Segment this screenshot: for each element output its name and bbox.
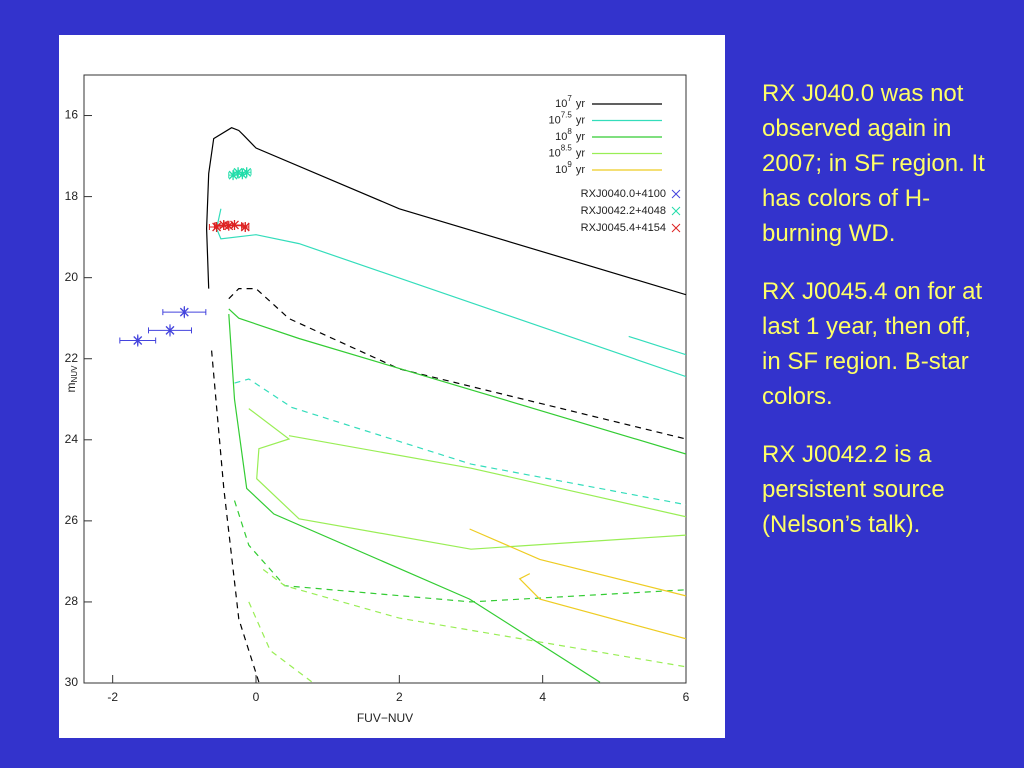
legend-marker bbox=[671, 206, 681, 216]
source-point bbox=[179, 307, 189, 318]
source-point bbox=[133, 335, 143, 346]
legend-base: 10 bbox=[548, 147, 560, 159]
legend-label: 108 yr bbox=[555, 127, 585, 143]
y-axis-label-main: m bbox=[64, 382, 78, 392]
legend-label: RXJ0040.0+4100 bbox=[581, 188, 666, 200]
plot-frame bbox=[83, 74, 687, 684]
x-tick-label: 2 bbox=[396, 690, 403, 704]
legend-exponent: 8.5 bbox=[561, 144, 573, 153]
legend-base: 10 bbox=[555, 131, 567, 143]
y-tick-label: 20 bbox=[65, 270, 79, 284]
isochrone bbox=[518, 573, 686, 640]
y-tick-label: 26 bbox=[65, 513, 79, 527]
y-tick-label: 30 bbox=[65, 675, 79, 689]
chart-panel bbox=[59, 35, 725, 738]
isochrone bbox=[288, 435, 686, 518]
x-tick-label: 0 bbox=[253, 690, 260, 704]
isochrone bbox=[228, 308, 686, 455]
isochrone bbox=[248, 601, 314, 683]
legend-label: RXJ0045.4+4154 bbox=[581, 222, 666, 234]
source-point bbox=[240, 222, 250, 232]
x-tick-label: 6 bbox=[683, 690, 690, 704]
isochrone bbox=[234, 378, 686, 506]
legend-base: 10 bbox=[548, 114, 560, 126]
legend-exponent: 9 bbox=[567, 160, 572, 169]
source-point bbox=[242, 167, 252, 178]
isochrone bbox=[469, 528, 686, 597]
legend-base: 10 bbox=[555, 164, 567, 176]
source-point bbox=[230, 219, 239, 230]
isochrone bbox=[262, 569, 686, 668]
legend-base: 10 bbox=[555, 98, 567, 110]
x-tick-label: 4 bbox=[539, 690, 546, 704]
isochrone bbox=[205, 127, 686, 296]
legend-marker bbox=[671, 189, 681, 199]
note-paragraph: RX J0045.4 on for at last 1 year, then o… bbox=[762, 278, 983, 410]
isochrone bbox=[628, 335, 686, 356]
note-paragraph: RX J040.0 was not observed again in 2007… bbox=[762, 80, 985, 247]
y-axis-label-sub: NUV bbox=[70, 365, 79, 383]
isochrone bbox=[228, 314, 601, 683]
legend-label: 108.5 yr bbox=[548, 144, 585, 160]
isochrone bbox=[228, 288, 686, 440]
legend-exponent: 7 bbox=[567, 94, 572, 103]
source-point bbox=[212, 222, 222, 232]
note-paragraph: RX J0042.2 is a persistent source (Nelso… bbox=[762, 441, 945, 538]
legend-unit: yr bbox=[576, 131, 586, 143]
notes: RX J040.0 was not observed again in 2007… bbox=[762, 76, 990, 565]
y-tick-label: 18 bbox=[65, 189, 79, 203]
legend-unit: yr bbox=[576, 147, 586, 159]
legend-exponent: 8 bbox=[567, 127, 572, 136]
legend-unit: yr bbox=[576, 98, 586, 110]
legend-marker bbox=[671, 223, 681, 233]
y-axis-label: mNUV bbox=[64, 365, 79, 393]
legend-exponent: 7.5 bbox=[561, 111, 573, 120]
legend-label: 107.5 yr bbox=[548, 111, 585, 127]
y-tick-label: 28 bbox=[65, 594, 79, 608]
legend-unit: yr bbox=[576, 164, 586, 176]
y-tick-label: 22 bbox=[65, 351, 79, 365]
y-tick-label: 24 bbox=[65, 432, 79, 446]
isochrone bbox=[248, 408, 686, 550]
x-tick-label: -2 bbox=[107, 690, 118, 704]
isochrone bbox=[211, 350, 260, 683]
legend-label: RXJ0042.2+4048 bbox=[581, 205, 666, 217]
legend-label: 109 yr bbox=[555, 160, 585, 176]
legend-label: 107 yr bbox=[555, 94, 585, 110]
source-point bbox=[165, 325, 175, 336]
legend-unit: yr bbox=[576, 114, 586, 126]
x-axis-label: FUV−NUV bbox=[357, 711, 413, 725]
y-tick-label: 16 bbox=[65, 108, 79, 122]
